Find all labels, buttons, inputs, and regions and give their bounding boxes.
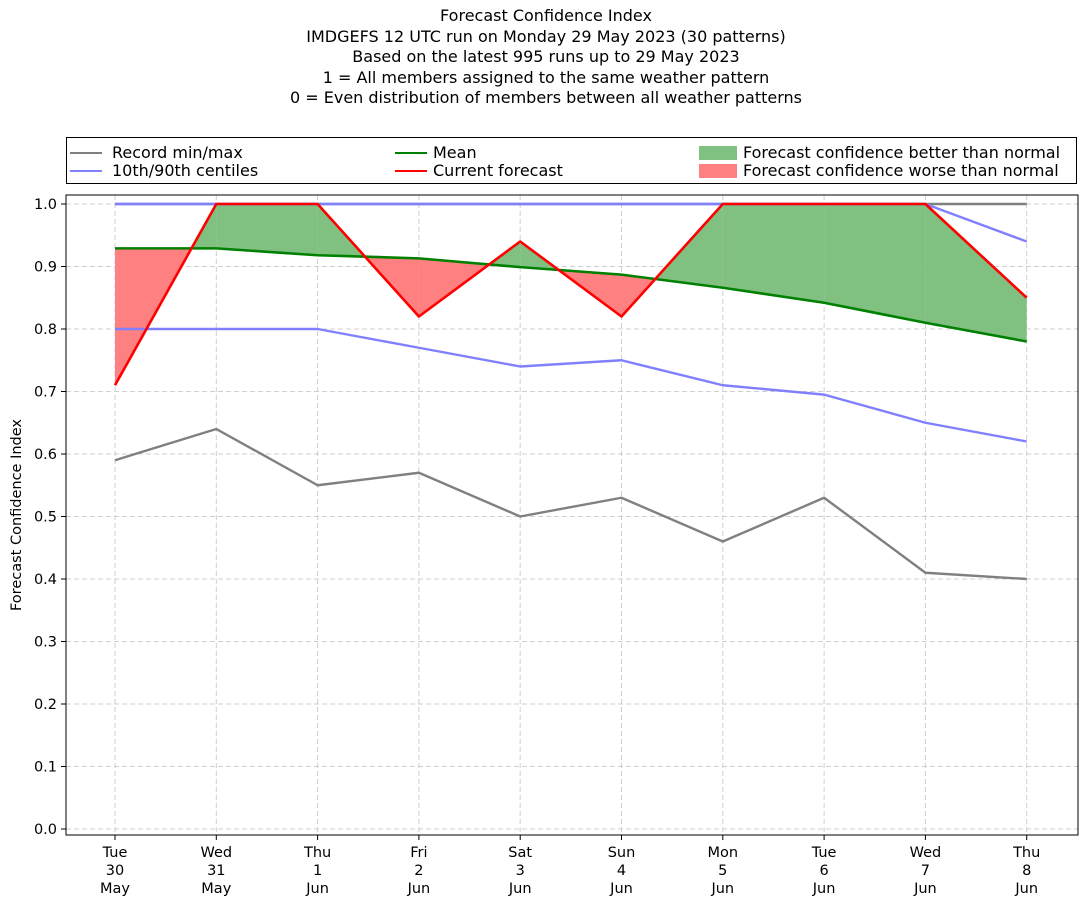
x-tick-label: Jun (812, 881, 836, 897)
fill-better-region (655, 204, 723, 288)
x-tick-label: 1 (313, 863, 322, 879)
x-tick-label: Jun (1014, 881, 1038, 897)
x-tick-label: Jun (305, 881, 329, 897)
series-line-mean (115, 247, 1027, 343)
x-tick-label: Wed (910, 845, 942, 861)
x-tick-label: May (100, 881, 130, 897)
x-tick-label: 4 (617, 863, 626, 879)
legend-swatch-worse (699, 164, 737, 178)
x-tick-label: 30 (106, 863, 124, 879)
x-tick-label: 31 (207, 863, 225, 879)
x-tick-label: 2 (414, 863, 423, 879)
x-tick-label: 8 (1022, 863, 1031, 879)
legend-swatch-centiles (70, 170, 102, 172)
fill-better-region (722, 204, 825, 303)
y-tick-label: 0.1 (34, 760, 57, 776)
y-tick-label: 0.7 (34, 385, 57, 401)
x-tick-label: Jun (710, 881, 734, 897)
legend-swatch-mean (395, 152, 427, 154)
x-tick-label: 5 (718, 863, 727, 879)
x-tick-label: Jun (609, 881, 633, 897)
chart-title: Forecast Confidence Index IMDGEFS 12 UTC… (0, 6, 1092, 109)
legend-label-forecast: Current forecast (433, 161, 563, 180)
y-tick-label: 0.4 (34, 572, 57, 588)
y-tick-label: 0.2 (34, 697, 57, 713)
title-line-4: 1 = All members assigned to the same wea… (322, 67, 770, 87)
x-tick-label: Fri (410, 845, 427, 861)
legend-label-centiles: 10th/90th centiles (112, 161, 259, 180)
x-tick-label: Jun (407, 881, 431, 897)
legend-label-worse: Forecast confidence worse than normal (743, 161, 1059, 180)
legend-swatch-record (70, 152, 102, 154)
x-tick-label: Jun (913, 881, 937, 897)
y-tick-label: 0.9 (34, 260, 57, 276)
series-line-forecast (113, 202, 1028, 386)
x-tick-label: Jun (508, 881, 532, 897)
legend-label-mean: Mean (433, 143, 477, 162)
y-tick-label: 0.3 (34, 635, 57, 651)
x-tick-label: 6 (819, 863, 828, 879)
fill-better-region (925, 204, 1027, 342)
x-tick-label: 7 (921, 863, 930, 879)
x-tick-label: Sun (608, 845, 636, 861)
plot-frame (65, 194, 1079, 836)
fill-better-region (824, 204, 926, 323)
x-tick-label: Mon (708, 845, 739, 861)
x-tick-label: May (201, 881, 231, 897)
y-tick-label: 0.6 (34, 447, 57, 463)
legend-label-record: Record min/max (112, 143, 243, 162)
y-tick-label: 0.0 (34, 822, 57, 838)
legend-label-better: Forecast confidence better than normal (743, 143, 1061, 162)
x-tick-label: Thu (303, 845, 331, 861)
legend-swatch-forecast (395, 170, 427, 172)
legend-swatch-better (699, 146, 737, 160)
legend: Record min/max 10th/90th centiles Mean C… (66, 137, 1077, 184)
y-axis-label: Forecast Confidence Index (9, 419, 25, 611)
y-tick-label: 0.5 (34, 510, 57, 526)
x-tick-label: Sat (508, 845, 532, 861)
y-tick-label: 0.8 (34, 322, 57, 338)
x-tick-label: Tue (811, 845, 837, 861)
title-line-5: 0 = Even distribution of members between… (289, 88, 803, 108)
x-tick-label: Tue (102, 845, 128, 861)
title-line-1: Forecast Confidence Index (440, 6, 652, 25)
fill-better-region (216, 204, 318, 256)
title-line-2: IMDGEFS 12 UTC run on Monday 29 May 2023… (306, 26, 786, 46)
title-line-3: Based on the latest 995 runs up to 29 Ma… (352, 47, 740, 67)
series-line-p10 (115, 327, 1027, 443)
x-tick-label: 3 (516, 863, 525, 879)
series-line-record-min (114, 427, 1027, 581)
y-tick-label: 1.0 (34, 197, 57, 213)
x-tick-label: Thu (1012, 845, 1040, 861)
x-tick-label: Wed (200, 845, 232, 861)
